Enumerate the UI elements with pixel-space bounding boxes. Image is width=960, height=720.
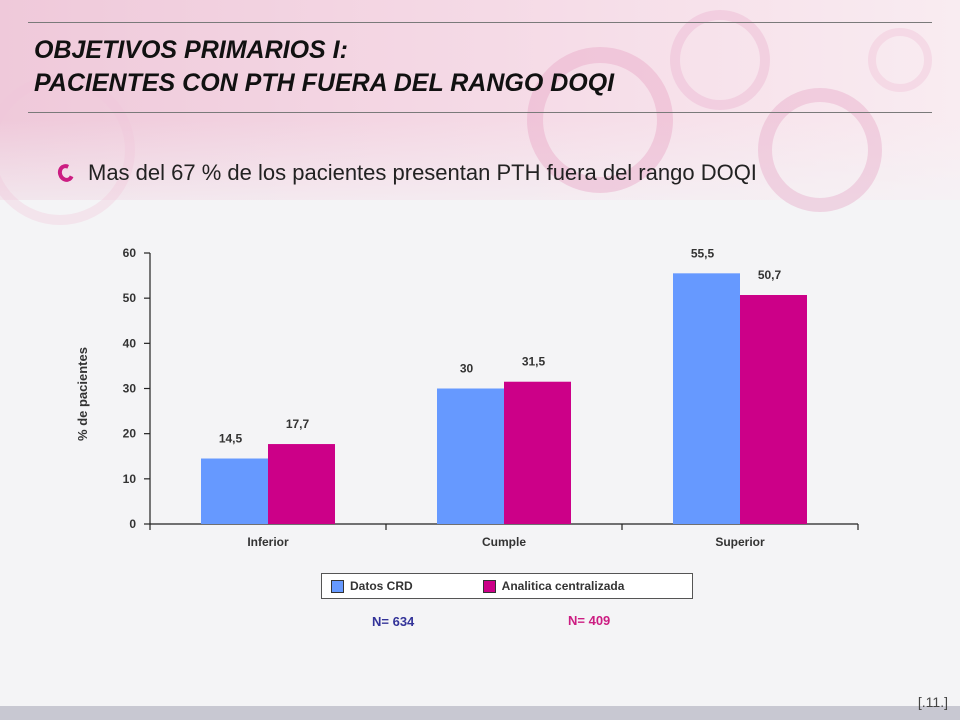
- y-tick-label-2: 20: [123, 427, 137, 441]
- data-label-superior-series-0: 55,5: [691, 246, 715, 260]
- bar-superior-series-0: [673, 273, 740, 524]
- bullet-text: Mas del 67 % de los pacientes presentan …: [88, 160, 757, 185]
- legend-swatch-central: [482, 579, 496, 593]
- bar-cumple-series-0: [437, 388, 504, 524]
- y-tick-label-4: 40: [123, 336, 137, 350]
- slide-title: OBJETIVOS PRIMARIOS I: PACIENTES CON PTH…: [34, 34, 614, 100]
- legend-swatch-crd: [331, 579, 344, 593]
- title-line-1: OBJETIVOS PRIMARIOS I:: [34, 36, 348, 64]
- y-tick-label-3: 30: [123, 382, 137, 396]
- n-central-label: N= 409: [568, 613, 611, 628]
- y-tick-label-5: 50: [123, 291, 137, 305]
- n-crd-label: N= 634: [372, 614, 415, 629]
- x-tick-label-cumple: Cumple: [482, 535, 526, 549]
- bar-inferior-series-0: [201, 458, 268, 524]
- bar-inferior-series-1: [268, 444, 335, 524]
- bullet-point: Mas del 67 % de los pacientes presentan …: [58, 158, 757, 188]
- slide-number: [.11.]: [917, 694, 948, 710]
- y-tick-label-0: 0: [129, 517, 136, 531]
- legend-item-central: Analitica centralizada: [482, 579, 625, 593]
- title-line-2: PACIENTES CON PTH FUERA DEL RANGO DOQI: [34, 69, 615, 97]
- y-tick-label-6: 60: [123, 246, 137, 260]
- data-label-cumple-series-1: 31,5: [522, 355, 546, 369]
- x-tick-label-superior: Superior: [715, 535, 765, 549]
- legend-item-crd: Datos CRD: [322, 579, 413, 593]
- legend-label-crd: Datos CRD: [350, 579, 413, 593]
- data-label-inferior-series-1: 17,7: [286, 417, 310, 431]
- bar-superior-series-1: [740, 295, 807, 524]
- data-label-superior-series-1: 50,7: [758, 268, 782, 282]
- y-tick-label-1: 10: [123, 472, 137, 486]
- data-label-cumple-series-0: 30: [460, 362, 474, 376]
- title-bottom-rule: [28, 112, 932, 113]
- legend-label-central: Analitica centralizada: [501, 579, 625, 593]
- data-label-inferior-series-0: 14,5: [219, 432, 243, 446]
- x-tick-label-inferior: Inferior: [247, 535, 289, 549]
- y-axis-label: % de pacientes: [75, 347, 90, 441]
- title-top-rule: [28, 22, 932, 23]
- bar-cumple-series-1: [504, 381, 571, 524]
- chart-legend: Datos CRD Analitica centralizada: [321, 573, 693, 599]
